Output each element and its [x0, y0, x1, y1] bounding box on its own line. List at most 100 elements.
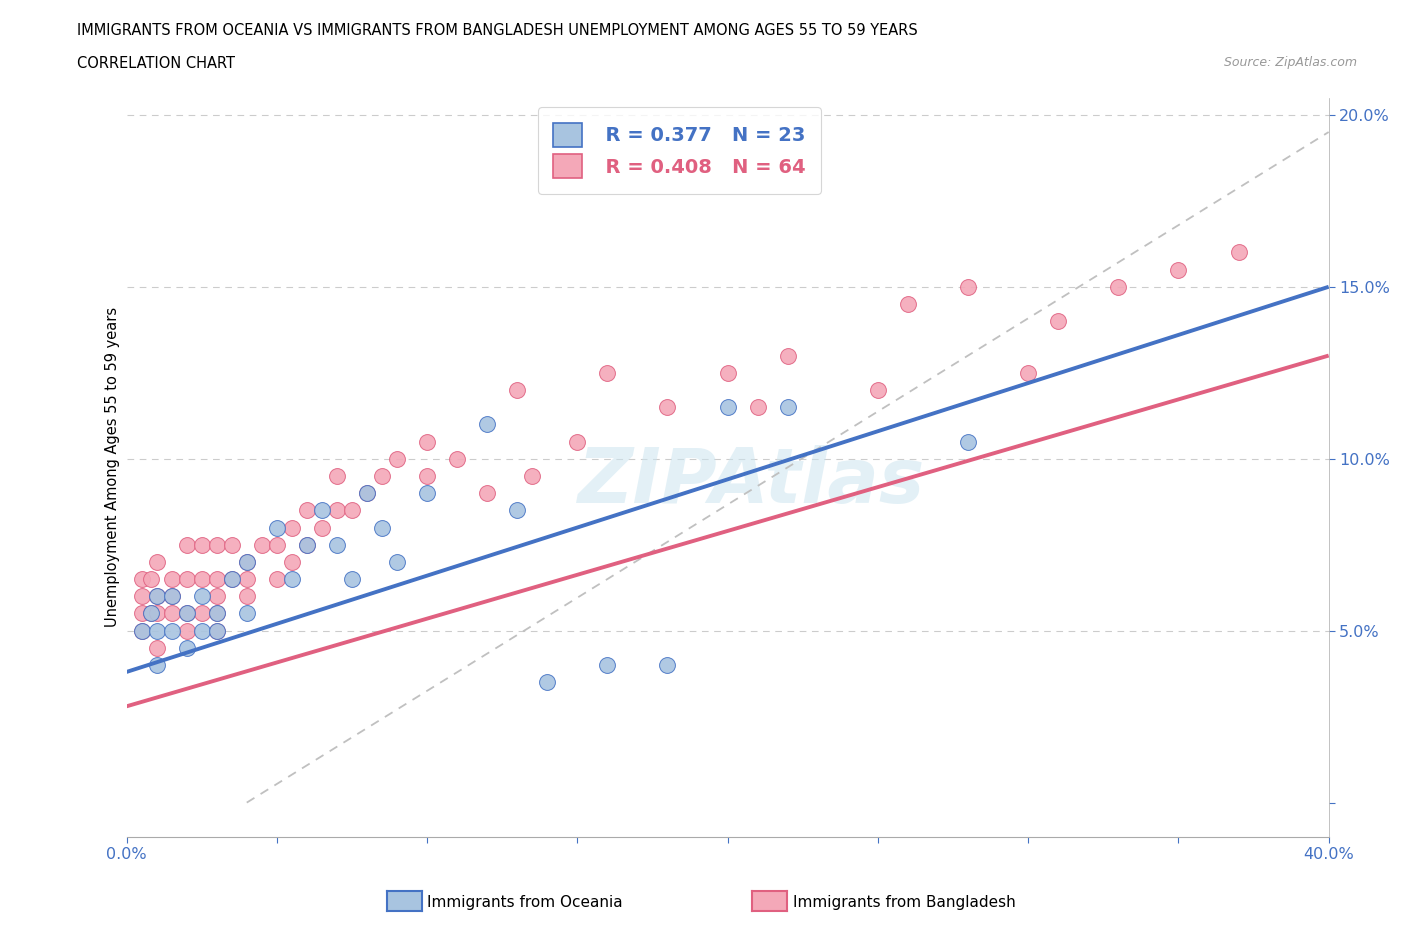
Point [956, 434, 979, 449]
Point [1227, 245, 1250, 259]
Point [340, 503, 363, 518]
Point [266, 538, 288, 552]
Point [205, 589, 228, 604]
Point [596, 365, 619, 380]
Point [176, 606, 198, 621]
Point [205, 606, 228, 621]
Point [235, 572, 259, 587]
Point [356, 485, 378, 500]
Point [205, 623, 228, 638]
Point [235, 554, 259, 569]
Point [295, 538, 318, 552]
Point [281, 572, 304, 587]
Point [160, 589, 183, 604]
Point [160, 623, 183, 638]
Point [506, 503, 529, 518]
Point [326, 538, 349, 552]
Point [295, 538, 318, 552]
Point [657, 658, 679, 672]
Point [235, 589, 259, 604]
Legend:   R = 0.377   N = 23,   R = 0.408   N = 64: R = 0.377 N = 23, R = 0.408 N = 64 [537, 107, 821, 193]
Point [205, 623, 228, 638]
Point [176, 623, 198, 638]
Point [776, 348, 799, 363]
Point [205, 538, 228, 552]
Point [1047, 313, 1070, 328]
Point [416, 485, 439, 500]
Point [281, 554, 304, 569]
Point [657, 400, 679, 415]
Point [311, 503, 333, 518]
Point [139, 606, 162, 621]
Point [311, 520, 333, 535]
Point [446, 451, 468, 466]
Point [190, 538, 212, 552]
Text: IMMIGRANTS FROM OCEANIA VS IMMIGRANTS FROM BANGLADESH UNEMPLOYMENT AMONG AGES 55: IMMIGRANTS FROM OCEANIA VS IMMIGRANTS FR… [77, 23, 918, 38]
Point [356, 485, 378, 500]
Y-axis label: Unemployment Among Ages 55 to 59 years: Unemployment Among Ages 55 to 59 years [105, 307, 120, 628]
Point [567, 434, 589, 449]
Text: Source: ZipAtlas.com: Source: ZipAtlas.com [1223, 56, 1357, 69]
Point [145, 589, 167, 604]
Point [340, 572, 363, 587]
Point [747, 400, 769, 415]
Point [176, 641, 198, 656]
Point [326, 503, 349, 518]
Text: Immigrants from Oceania: Immigrants from Oceania [427, 895, 623, 910]
Point [475, 417, 498, 432]
Point [145, 589, 167, 604]
Point [205, 606, 228, 621]
Point [897, 297, 920, 312]
Point [235, 554, 259, 569]
Point [190, 606, 212, 621]
Point [326, 469, 349, 484]
Point [371, 520, 394, 535]
Point [1017, 365, 1039, 380]
Point [416, 434, 439, 449]
Text: Immigrants from Bangladesh: Immigrants from Bangladesh [793, 895, 1015, 910]
Point [145, 658, 167, 672]
Point [266, 520, 288, 535]
Point [266, 572, 288, 587]
Point [866, 382, 889, 397]
Point [371, 469, 394, 484]
Text: ZIPAtlas: ZIPAtlas [578, 445, 925, 519]
Point [131, 606, 153, 621]
Point [776, 400, 799, 415]
Point [221, 572, 243, 587]
Point [221, 538, 243, 552]
Point [716, 400, 740, 415]
Point [205, 572, 228, 587]
Point [145, 641, 167, 656]
Point [416, 469, 439, 484]
Point [145, 623, 167, 638]
Point [596, 658, 619, 672]
Point [522, 469, 544, 484]
Point [190, 623, 212, 638]
Point [295, 503, 318, 518]
Point [1107, 279, 1129, 294]
Point [281, 520, 304, 535]
Point [716, 365, 740, 380]
Point [176, 606, 198, 621]
Point [536, 675, 558, 690]
Point [1167, 262, 1189, 277]
Point [176, 538, 198, 552]
Point [160, 572, 183, 587]
Point [385, 554, 408, 569]
Point [131, 623, 153, 638]
Point [475, 485, 498, 500]
Point [221, 572, 243, 587]
Point [190, 589, 212, 604]
Text: CORRELATION CHART: CORRELATION CHART [77, 56, 235, 71]
Point [176, 572, 198, 587]
Point [139, 606, 162, 621]
Point [145, 606, 167, 621]
Point [139, 572, 162, 587]
Point [956, 279, 979, 294]
Point [160, 606, 183, 621]
Point [160, 589, 183, 604]
Point [145, 554, 167, 569]
Point [131, 589, 153, 604]
Point [235, 606, 259, 621]
